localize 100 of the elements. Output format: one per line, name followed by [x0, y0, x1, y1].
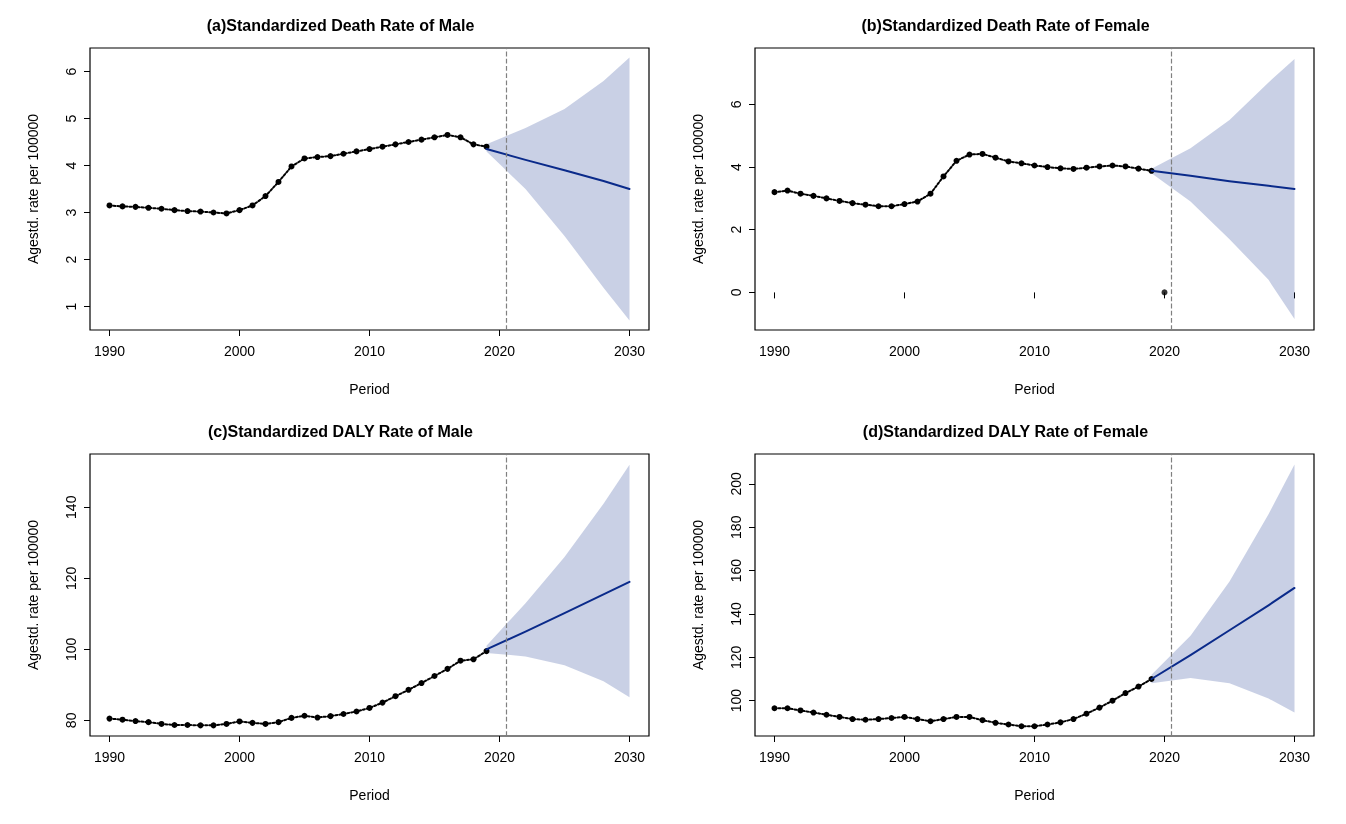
x-axis-title: Period — [1014, 381, 1055, 397]
y-axis-title: Agestd. rate per 100000 — [690, 519, 706, 671]
point — [262, 720, 269, 727]
x-tick-label: 2010 — [1018, 749, 1051, 765]
point — [301, 712, 308, 719]
point — [979, 717, 986, 724]
point — [366, 704, 373, 711]
point — [966, 151, 973, 158]
point — [249, 719, 256, 726]
point — [158, 720, 165, 727]
point — [1070, 716, 1077, 723]
point — [1096, 163, 1103, 170]
point — [340, 710, 347, 717]
y-axis-title: Agestd. rate per 100000 — [25, 519, 41, 671]
point — [275, 719, 282, 726]
x-axis-title: Period — [1014, 787, 1055, 803]
chart-title: (c)Standardized DALY Rate of Male — [208, 422, 474, 440]
point — [979, 150, 986, 157]
point — [1070, 165, 1077, 172]
point — [966, 713, 973, 720]
point — [197, 208, 204, 215]
y-tick-label: 2 — [728, 225, 744, 234]
point — [1122, 690, 1129, 697]
y-tick-label: 3 — [63, 208, 79, 217]
point — [184, 208, 191, 215]
point — [914, 198, 921, 205]
point — [236, 207, 243, 214]
point — [327, 153, 334, 160]
point — [888, 715, 895, 722]
point — [223, 720, 230, 727]
point — [927, 718, 934, 725]
point — [132, 203, 139, 210]
y-tick-label: 80 — [63, 712, 79, 729]
point — [184, 721, 191, 728]
x-tick-label: 2010 — [353, 749, 386, 765]
point — [210, 209, 217, 216]
x-tick-label: 2000 — [888, 343, 921, 359]
x-tick-label: 1990 — [93, 343, 126, 359]
y-tick-label: 120 — [728, 645, 744, 669]
point — [992, 719, 999, 726]
point — [288, 163, 295, 170]
point — [353, 708, 360, 715]
line-series — [1150, 586, 1296, 680]
point — [145, 719, 152, 726]
y-tick-label: 140 — [728, 602, 744, 626]
point — [288, 714, 295, 721]
point — [145, 204, 152, 211]
x-tick-label: 1990 — [93, 749, 126, 765]
point — [1135, 683, 1142, 690]
y-tick-label: 4 — [728, 162, 744, 171]
point — [888, 203, 895, 210]
point — [940, 173, 947, 180]
x-tick-label: 2000 — [223, 343, 256, 359]
point — [223, 210, 230, 217]
point — [823, 711, 830, 718]
point — [327, 713, 334, 720]
point — [106, 202, 113, 209]
point — [771, 705, 778, 712]
x-tick-label: 1990 — [758, 749, 791, 765]
point — [875, 716, 882, 723]
y-axis-title: Agestd. rate per 100000 — [690, 113, 706, 265]
x-axis-title: Period — [349, 787, 390, 803]
point — [849, 200, 856, 207]
y-tick-label: 140 — [63, 495, 79, 519]
point — [953, 713, 960, 720]
point — [901, 201, 908, 208]
chart-title: (d)Standardized DALY Rate of Female — [862, 422, 1149, 440]
point — [1044, 721, 1051, 728]
y-tick-label: 100 — [728, 688, 744, 713]
point — [1109, 162, 1116, 169]
point — [132, 718, 139, 725]
x-tick-label: 2020 — [483, 749, 516, 765]
point — [444, 131, 451, 138]
point — [836, 197, 843, 204]
point — [784, 187, 791, 194]
point — [392, 693, 399, 700]
point — [810, 192, 817, 199]
x-tick-label: 2030 — [613, 343, 646, 359]
point — [249, 202, 256, 209]
y-tick-label: 2 — [63, 255, 79, 264]
chart-title: (a)Standardized Death Rate of Male — [206, 16, 475, 34]
point — [405, 139, 412, 145]
line-series — [1150, 169, 1296, 190]
point — [106, 715, 113, 722]
y-tick-label: 5 — [63, 114, 79, 123]
x-tick-label: 2020 — [483, 343, 516, 359]
y-tick-label: 6 — [63, 67, 79, 76]
point — [1031, 723, 1038, 730]
y-tick-label: 120 — [63, 566, 79, 590]
point — [1005, 158, 1012, 165]
point — [457, 657, 464, 664]
point — [953, 157, 960, 164]
point — [262, 193, 269, 200]
point — [849, 716, 856, 723]
y-tick-label: 1 — [63, 302, 79, 311]
point — [314, 154, 321, 161]
point — [431, 672, 438, 679]
point — [314, 714, 321, 721]
point — [405, 686, 412, 693]
point — [836, 713, 843, 720]
